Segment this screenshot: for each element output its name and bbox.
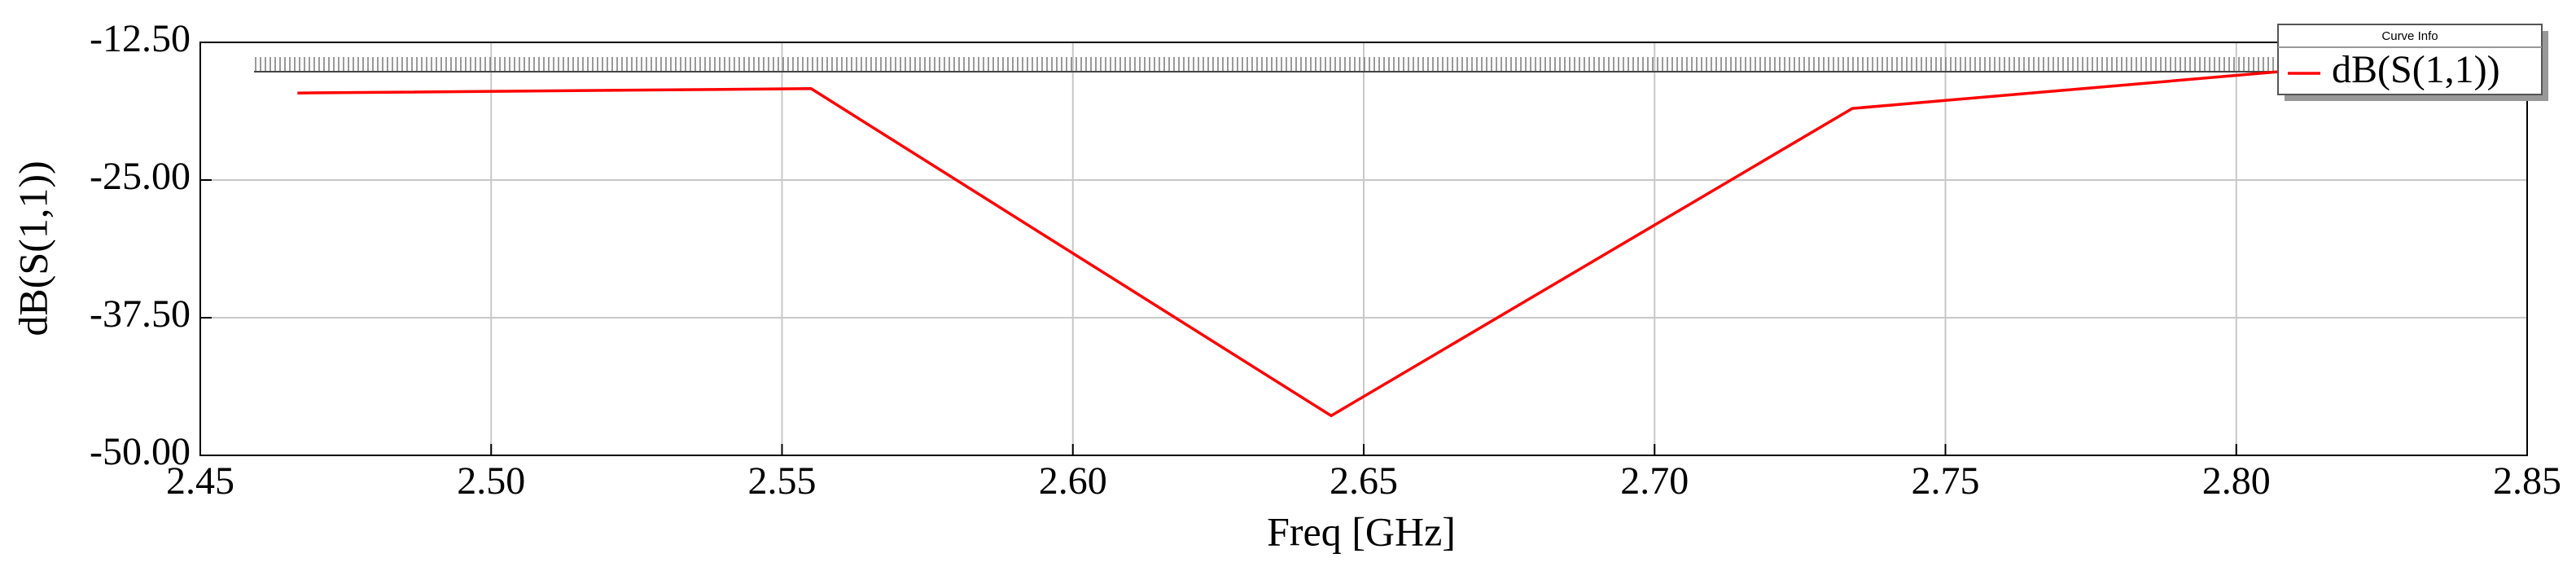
legend-box [2277,24,2543,95]
series-line [297,68,2301,418]
marker-strip [254,57,2281,72]
y-axis-label: dB(S(1,1)) [10,160,55,336]
y-tick-label: -12.50 [90,17,191,60]
x-tick-label: 2.50 [457,459,525,503]
x-tick-label: 2.60 [1039,459,1107,503]
y-tick-label: -50.00 [90,430,191,473]
x-tick-label: 2.75 [1912,459,1980,503]
lines [297,68,2301,418]
x-tick-label: 2.55 [748,459,817,503]
x-tick-label: 2.45 [166,459,234,503]
x-tick-label: 2.65 [1330,459,1398,503]
legend-label: dB(S(1,1)) [2332,48,2500,91]
legend: Curve Info dB(S(1,1)) [2277,24,2548,101]
x-tick-label: 2.80 [2202,459,2271,503]
y-tick-label: -25.00 [90,155,191,198]
x-tick-label: 2.85 [2493,459,2561,503]
x-tick-label: 2.70 [1620,459,1689,503]
grid [199,42,2528,456]
y-tick-label: -37.50 [90,292,191,336]
ticks: 2.45 2.50 2.55 2.60 2.65 2.70 2.75 2.80 2.85 -12.… [90,17,2561,503]
x-axis-label: Freq [GHz] [1267,508,1456,554]
legend-title: Curve Info [2381,29,2438,43]
